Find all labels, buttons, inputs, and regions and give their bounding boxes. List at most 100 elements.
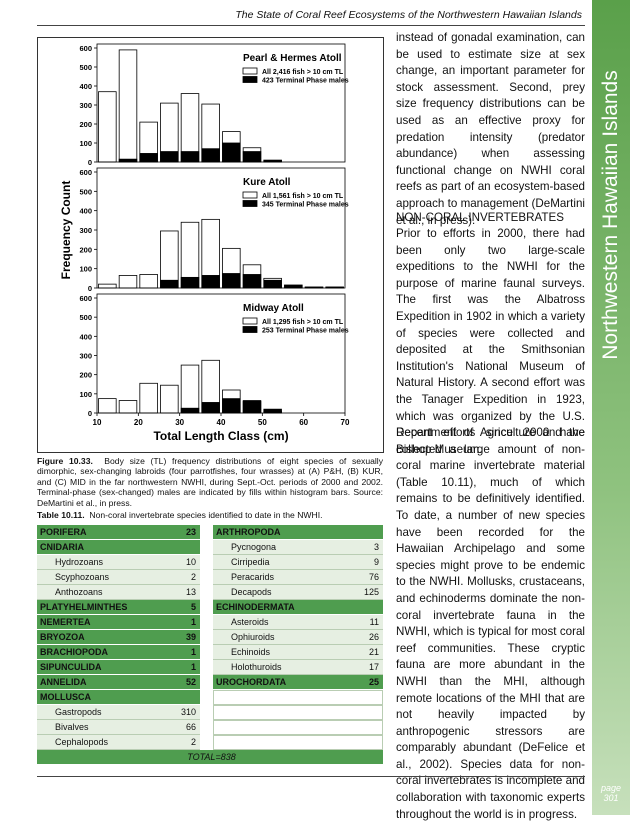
legend-swatch [242, 317, 258, 325]
y-tick-label: 0 [88, 284, 92, 293]
x-tick-label: 20 [134, 418, 143, 427]
taxon-name: Cephalopods [55, 737, 109, 747]
histogram-bar [201, 402, 220, 414]
histogram-bar [118, 49, 138, 163]
taxon-count: 52 [185, 677, 196, 687]
taxon-name: Decapods [231, 587, 272, 597]
table-row: PORIFERA 23 [37, 525, 200, 540]
y-tick-label: 400 [79, 82, 92, 91]
table-title: Table 10.11. Non-coral invertebrate spec… [37, 510, 383, 520]
table-row: MOLLUSCA [37, 690, 200, 705]
histogram-bar [222, 142, 241, 163]
x-tick-label: 50 [258, 418, 267, 427]
legend-label: All 2,416 fish > 10 cm TL [262, 69, 344, 76]
table-row: CNIDARIA [37, 540, 200, 555]
histogram-bar [180, 364, 200, 414]
y-tick-label: 200 [79, 120, 92, 129]
histogram-bar [263, 279, 282, 289]
table-row: Bivalves 66 [37, 720, 200, 735]
taxon-count: 17 [368, 662, 379, 672]
taxon-count: 2 [190, 572, 196, 582]
paragraph: instead of gonadal examination, can be u… [396, 31, 585, 227]
table-row: Decapods 125 [213, 585, 383, 600]
histogram-bar [160, 279, 179, 289]
table-row: Echinoids 21 [213, 645, 383, 660]
figure-frame [37, 37, 384, 453]
page-num: 301 [603, 793, 619, 803]
x-tick-label: 30 [175, 418, 184, 427]
table: PORIFERA 23 CNIDARIA Hydrozoans 10 Scyphozoan… [37, 525, 383, 766]
empty-cell [213, 720, 383, 735]
histogram-bar [201, 148, 220, 163]
taxon-count: 66 [185, 722, 196, 732]
taxon-count: 1 [190, 647, 196, 657]
histogram-bar [139, 274, 158, 289]
table-row: Gastropods 310 [37, 705, 200, 720]
taxon-count: 21 [368, 647, 379, 657]
histogram-bar [222, 273, 241, 289]
table-label: Table 10.11. [37, 510, 85, 520]
table-row: Scyphozoans 2 [37, 570, 200, 585]
taxon-count: 76 [368, 572, 379, 582]
histogram-bar [160, 151, 179, 163]
legend-swatch [242, 191, 258, 199]
table-row: Ophiuroids 26 [213, 630, 383, 645]
histogram-bar [201, 275, 220, 289]
y-axis-label: Frequency Count [59, 181, 73, 280]
plot-frame [96, 167, 346, 289]
taxon-name: ECHINODERMATA [216, 602, 295, 612]
taxon-count: 39 [185, 632, 196, 642]
y-tick-label: 300 [79, 101, 92, 110]
y-tick-label: 0 [88, 409, 92, 418]
y-tick-label: 500 [79, 313, 92, 322]
footer-rule [37, 776, 585, 777]
legend-swatch [242, 200, 258, 207]
y-tick-label: 300 [79, 226, 92, 235]
y-tick-label: 100 [79, 390, 92, 399]
taxon-name: PORIFERA [40, 527, 87, 537]
empty-cell [213, 735, 383, 750]
taxon-name: BRYOZOA [40, 632, 85, 642]
taxon-name: Gastropods [55, 707, 102, 717]
taxon-count: 3 [373, 542, 379, 552]
figure-caption: Figure 10.33. Body size (TL) frequency d… [37, 456, 383, 508]
taxon-count: 125 [363, 587, 379, 597]
taxon-name: Echinoids [231, 647, 271, 657]
plot-frame [96, 43, 346, 163]
taxon-count: 13 [185, 587, 196, 597]
histogram-bar [242, 151, 262, 163]
table-row: UROCHORDATA 25 [213, 675, 383, 690]
histogram-bar [118, 158, 138, 163]
taxon-name: Holothuroids [231, 662, 282, 672]
table-row: Peracarids 76 [213, 570, 383, 585]
empty-cell [213, 690, 383, 705]
table-row: ARTHROPODA [213, 525, 383, 540]
histogram-bar [139, 153, 158, 163]
histogram-bar [242, 274, 262, 289]
taxon-name: BRACHIOPODA [40, 647, 109, 657]
taxon-name: UROCHORDATA [216, 677, 287, 687]
section-heading: NON-CORAL INVERTEBRATES [396, 211, 564, 224]
table-row: Cephalopods 2 [37, 735, 200, 750]
taxon-name: Ophiuroids [231, 632, 275, 642]
sidebar [592, 0, 630, 815]
legend-label: 423 Terminal Phase males [262, 78, 349, 85]
y-tick-label: 500 [79, 187, 92, 196]
header-rule [37, 25, 585, 26]
table-row: PLATYHELMINTHES 5 [37, 600, 200, 615]
histogram-bar [263, 408, 282, 414]
table-caption: Non-coral invertebrate species identifie… [89, 510, 323, 520]
taxon-name: NEMERTEA [40, 617, 91, 627]
table-row: SIPUNCULIDA 1 [37, 660, 200, 675]
panel-title: Pearl & Hermes Atoll [243, 53, 342, 64]
taxon-name: ARTHROPODA [216, 527, 281, 537]
y-tick-label: 500 [79, 63, 92, 72]
y-tick-label: 100 [79, 139, 92, 148]
paragraph: Recent efforts since 2000 have collected… [396, 426, 585, 821]
taxon-name: PLATYHELMINTHES [40, 602, 128, 612]
taxon-count: 23 [185, 527, 196, 537]
taxon-count: 310 [180, 707, 196, 717]
histogram-bar [139, 382, 158, 414]
table-row: BRACHIOPODA 1 [37, 645, 200, 660]
